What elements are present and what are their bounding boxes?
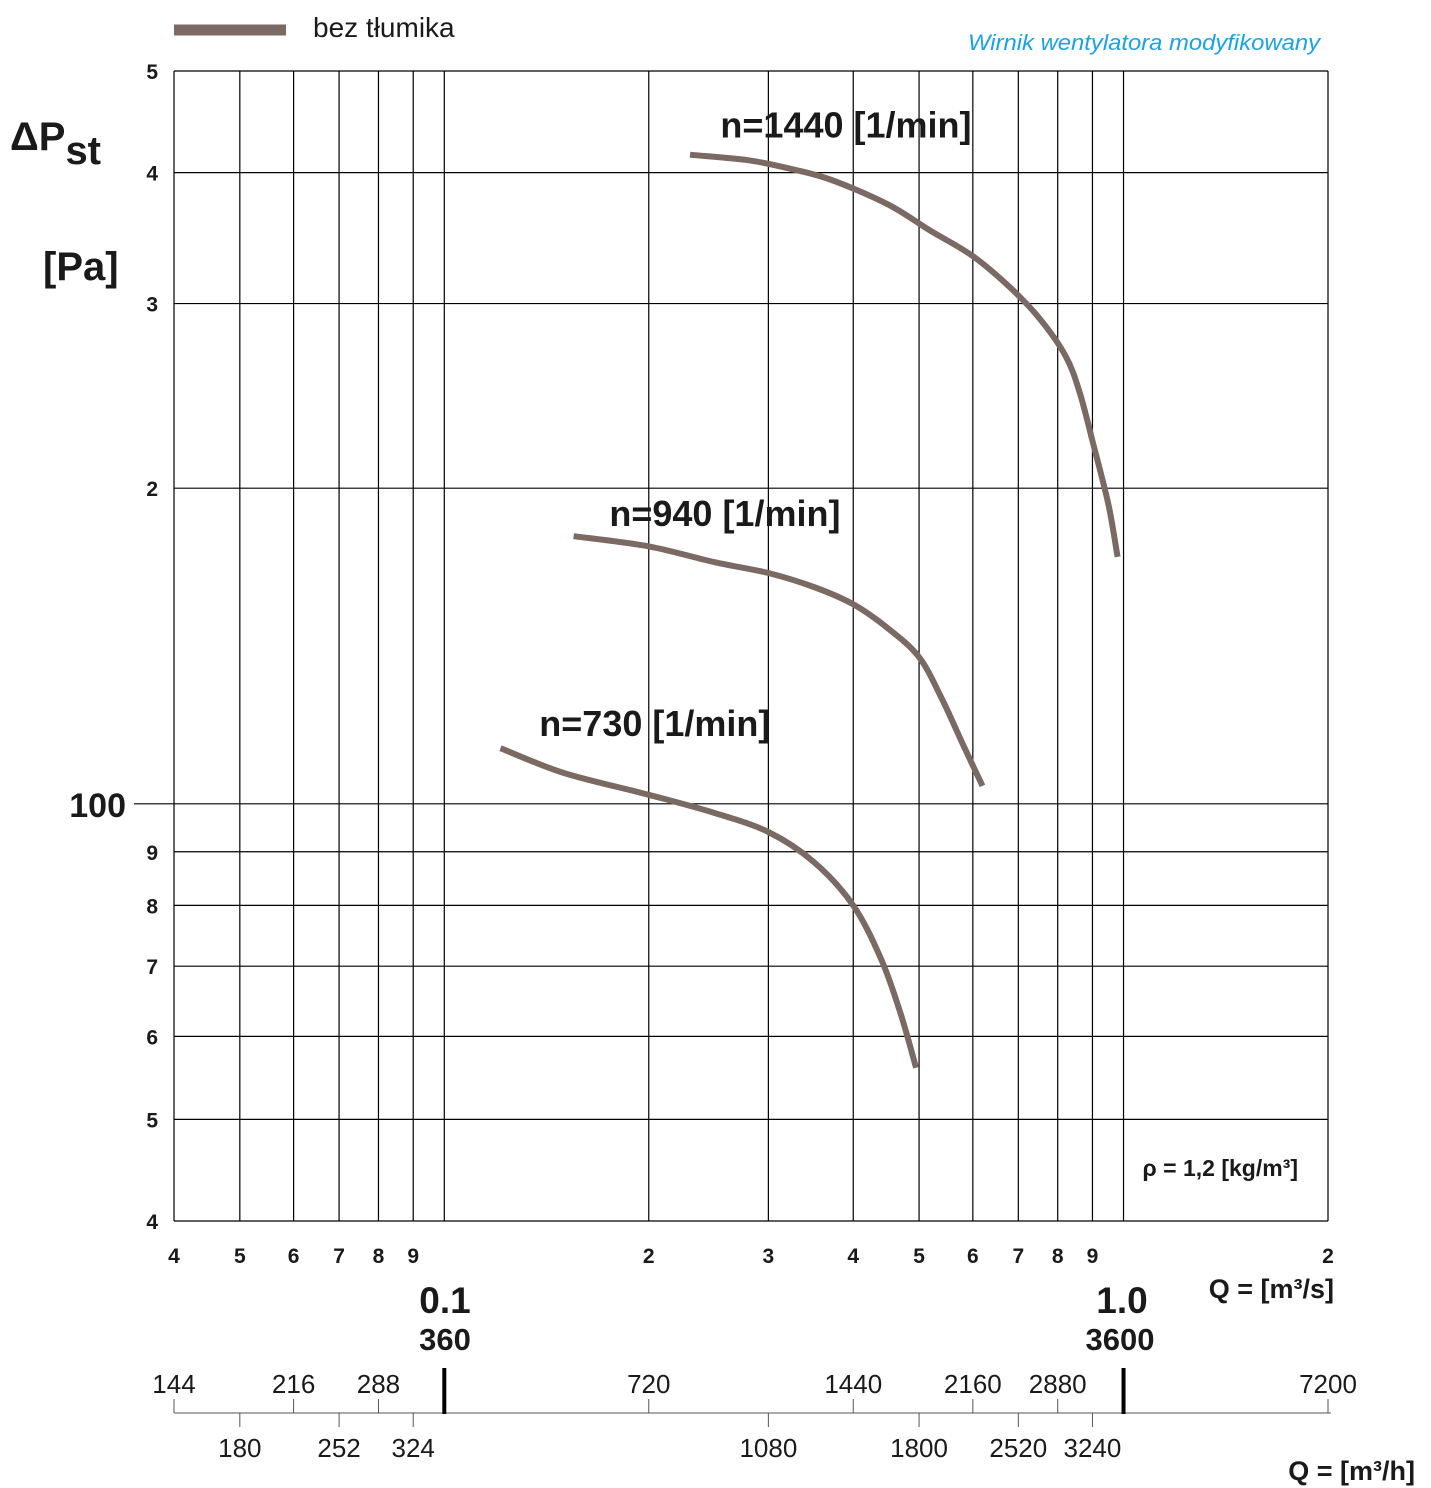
m3h-tick-label: 1080 [739,1433,797,1463]
m3h-tick-label: 720 [627,1369,670,1399]
m3h-tick-label: 2520 [989,1433,1047,1463]
x-tick-label: 6 [288,1245,300,1268]
y-tick-label: 6 [146,1026,158,1049]
decade-label-3600: 3600 [1086,1322,1155,1357]
y-tick-label: 9 [146,842,158,865]
y-tick-label: 4 [146,163,158,186]
x-axis-title-m3h: Q = [m³/h] [1288,1456,1415,1486]
y-axis-title-main: ΔPst [10,115,101,173]
x-tick-label: 2 [643,1245,655,1268]
y-tick-label: 5 [146,1109,158,1132]
x-tick-label: 8 [373,1245,385,1268]
decade-label-0.1: 0.1 [419,1280,470,1321]
y-axis-title-unit: [Pa] [43,245,119,289]
x-tick-label: 7 [333,1245,345,1268]
density-note: ρ = 1,2 [kg/m³] [1143,1155,1298,1181]
legend: bez tłumika [174,12,455,43]
x-tick-label: 8 [1052,1245,1064,1268]
x-axis-title-m3s: Q = [m³/s] [1209,1274,1334,1304]
x-tick-label: 3 [763,1245,775,1268]
m3h-tick-label: 1800 [890,1433,948,1463]
series-line-0 [689,151,1121,558]
y-axis-title-subscript: st [65,129,101,173]
y-tick-label: 7 [146,956,158,979]
curves [499,151,1121,1069]
m3h-tick-label: 216 [272,1369,315,1399]
impeller-note: Wirnik wentylatora modyfikowany [968,30,1322,55]
m3h-axis: 144 216 288 720 1440 2160 2880 7200 180 252 324 108… [152,1368,1357,1463]
x-tick-label: 6 [967,1245,979,1268]
series-label-0: n=1440 [1/min] [720,105,971,146]
m3h-tick-label: 3240 [1064,1433,1122,1463]
curve-labels: n=1440 [1/min] n=940 [1/min] n=730 [1/min] [539,105,971,745]
y-tick-label: 2 [146,478,158,501]
x-tick-label: 5 [234,1245,246,1268]
y-axis-title: ΔPst [Pa] [10,115,119,289]
y-axis-title-symbol: ΔP [10,115,65,159]
x-tick-label: 4 [168,1245,180,1268]
decade-label-360: 360 [419,1322,471,1357]
m3h-tick-label: 1440 [824,1369,882,1399]
m3h-tick-label: 2880 [1029,1369,1087,1399]
y-tick-label: 8 [146,895,158,918]
series-label-1: n=940 [1/min] [609,493,840,534]
series-label-2: n=730 [1/min] [539,703,770,744]
m3h-tick-label: 7200 [1299,1369,1357,1399]
m3h-tick-label: 2160 [944,1369,1002,1399]
x-tick-label: 2 [1322,1245,1334,1268]
m3h-tick-label: 288 [357,1369,400,1399]
m3h-tick-label: 324 [392,1433,435,1463]
series-line-2 [499,745,919,1069]
x-tick-label: 7 [1012,1245,1024,1268]
legend-label: bez tłumika [313,12,455,43]
y-tick-label: 100 [69,787,126,825]
x-tick-label: 9 [1087,1245,1099,1268]
x-tick-label: 5 [913,1245,925,1268]
decade-label-1.0: 1.0 [1096,1280,1147,1321]
m3h-tick-label: 144 [152,1369,195,1399]
x-tick-label: 9 [407,1245,419,1268]
x-tick-label: 4 [847,1245,859,1268]
y-tick-label: 3 [146,294,158,317]
y-tick-label: 4 [146,1211,158,1234]
series-line-1 [573,533,986,788]
m3h-tick-label: 252 [317,1433,360,1463]
y-tick-label: 5 [146,61,158,84]
grid [134,70,1329,1222]
m3h-tick-label: 180 [218,1433,261,1463]
